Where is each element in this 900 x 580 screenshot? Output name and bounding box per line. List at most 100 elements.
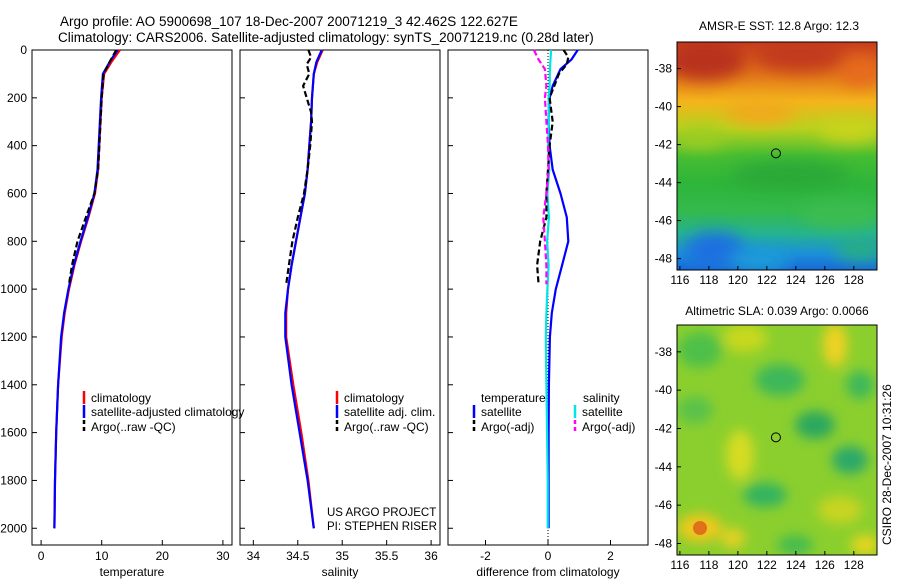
map-x-tick-label: 120 xyxy=(728,273,748,287)
series-line xyxy=(536,49,570,285)
series-line xyxy=(53,49,119,529)
legend-label-satellite: satellite adj. clim. xyxy=(344,405,435,419)
map-y-tick-label: -44 xyxy=(655,176,673,190)
sla-patch xyxy=(795,411,835,439)
temperature-legend: climatology satellite-adjusted climatolo… xyxy=(82,391,244,434)
panel-salinity: 34 34.5 35 35.5 36 salinity xyxy=(239,49,441,579)
sst-warm-patch xyxy=(840,58,877,86)
x-tick-label: 20 xyxy=(156,549,170,563)
legend-header-salinity: salinity xyxy=(583,391,620,405)
sst-mid-patch xyxy=(820,118,877,142)
sst-cool-patch xyxy=(800,203,877,227)
map-x-tick-label: 128 xyxy=(844,558,864,572)
sla-map-frame xyxy=(676,324,878,556)
legend-label-argo: Argo(..raw -QC) xyxy=(344,420,429,434)
legend-label-sal-argo: Argo(-adj) xyxy=(582,420,635,434)
map-y-tick-label: -44 xyxy=(655,460,673,474)
map-y-tick-label: -38 xyxy=(655,345,673,359)
sst-cold-patch xyxy=(730,248,790,270)
project-name: US ARGO PROJECT xyxy=(327,507,436,519)
map-x-tick-label: 118 xyxy=(699,273,718,287)
map-x-tick-label: 118 xyxy=(699,558,718,572)
sla-patch xyxy=(832,446,868,474)
legend-label-temp-argo: Argo(-adj) xyxy=(481,420,534,434)
sla-patch xyxy=(818,496,862,524)
map-x-tick-label: 124 xyxy=(786,273,806,287)
map-x-tick-label: 122 xyxy=(757,558,777,572)
series-line xyxy=(547,49,579,529)
sla-patch xyxy=(851,535,877,555)
timestamp-stamp: CSIRO 28-Dec-2007 10:31:26 xyxy=(880,384,894,545)
sla-map-title: Altimetric SLA: 0.039 Argo: 0.0066 xyxy=(685,304,869,318)
panel-frame xyxy=(31,49,233,546)
map-x-tick-label: 124 xyxy=(786,558,806,572)
sla-patch xyxy=(677,396,713,424)
x-tick-label: 35 xyxy=(336,549,350,563)
map-x-tick-label: 126 xyxy=(815,558,835,572)
sla-patch xyxy=(678,332,722,368)
y-tick-label: 1200 xyxy=(0,330,27,344)
legend-label-sal-satellite: satellite xyxy=(582,405,623,419)
map-x-tick-label: 122 xyxy=(757,273,777,287)
sla-hot-spot xyxy=(693,521,707,535)
x-axis-label: difference from climatology xyxy=(476,565,619,579)
x-axis-label: temperature xyxy=(100,565,165,579)
map-x-tick-label: 120 xyxy=(728,558,748,572)
sst-map-title: AMSR-E SST: 12.8 Argo: 12.3 xyxy=(699,19,859,33)
sst-warm-patch xyxy=(755,42,845,71)
legend-label-satellite: satellite-adjusted climatology xyxy=(91,405,244,419)
sst-cold-patch xyxy=(685,232,745,268)
series-line xyxy=(544,49,553,529)
panel-frame xyxy=(239,49,441,546)
x-tick-label: 30 xyxy=(216,549,230,563)
sla-patch xyxy=(823,325,847,367)
series-line xyxy=(67,49,118,285)
y-tick-label: 1000 xyxy=(0,282,27,296)
sla-patch xyxy=(846,371,874,399)
sla-map: Altimetric SLA: 0.039 Argo: 0.0066 xyxy=(655,304,878,572)
map-y-tick-label: -40 xyxy=(655,100,673,114)
map-y-tick-label: -46 xyxy=(655,498,673,512)
map-x-tick-label: 116 xyxy=(670,558,689,572)
figure-title-line1: Argo profile: AO 5900698_107 18-Dec-2007… xyxy=(60,14,518,29)
map-y-tick-label: -42 xyxy=(655,138,673,152)
x-tick-label: -2 xyxy=(480,549,491,563)
series-line xyxy=(285,49,314,285)
y-tick-label: 1400 xyxy=(0,378,27,392)
sla-patch xyxy=(777,535,813,555)
legend-label-climatology: climatology xyxy=(344,391,404,405)
series-line xyxy=(532,49,550,285)
x-tick-label: 0 xyxy=(545,549,552,563)
sst-cool-patch xyxy=(730,161,850,189)
sla-field xyxy=(677,325,877,555)
legend-label-argo: Argo(..raw -QC) xyxy=(91,420,176,434)
y-tick-label: 200 xyxy=(7,91,27,105)
y-tick-label: 400 xyxy=(7,139,27,153)
y-tick-label: 1600 xyxy=(0,426,27,440)
sst-mid-patch xyxy=(725,100,795,124)
sla-patch xyxy=(723,325,767,352)
map-y-tick-label: -46 xyxy=(655,214,673,228)
argo-float-marker xyxy=(770,432,781,443)
x-tick-label: 34.5 xyxy=(286,549,310,563)
map-y-tick-label: -42 xyxy=(655,422,673,436)
sst-map: AMSR-E SST: 12.8 Argo: 12.3 116 118 120 122… xyxy=(655,19,878,287)
legend-label-temp-satellite: satellite xyxy=(481,405,522,419)
map-y-tick-label: -48 xyxy=(655,537,673,551)
sst-map-frame xyxy=(676,41,878,271)
x-tick-label: 0 xyxy=(38,549,45,563)
salinity-legend: climatology satellite adj. clim. Argo(..… xyxy=(335,391,435,434)
map-x-tick-label: 128 xyxy=(844,273,864,287)
map-y-tick-label: -38 xyxy=(655,62,673,76)
figure-title-line2: Climatology: CARS2006. Satellite-adjuste… xyxy=(58,30,594,45)
y-tick-label: 0 xyxy=(20,43,27,57)
y-tick-label: 800 xyxy=(7,234,27,248)
map-y-tick-label: -48 xyxy=(655,252,673,266)
panel-difference: -2 0 2 difference from climatology xyxy=(447,49,649,579)
difference-legend: temperature salinity satellite Argo(-adj… xyxy=(472,391,635,434)
map-x-tick-label: 116 xyxy=(670,273,689,287)
series-line xyxy=(53,49,121,529)
sst-field xyxy=(677,42,877,270)
x-tick-label: 36 xyxy=(424,549,438,563)
argo-float-marker xyxy=(770,148,781,159)
